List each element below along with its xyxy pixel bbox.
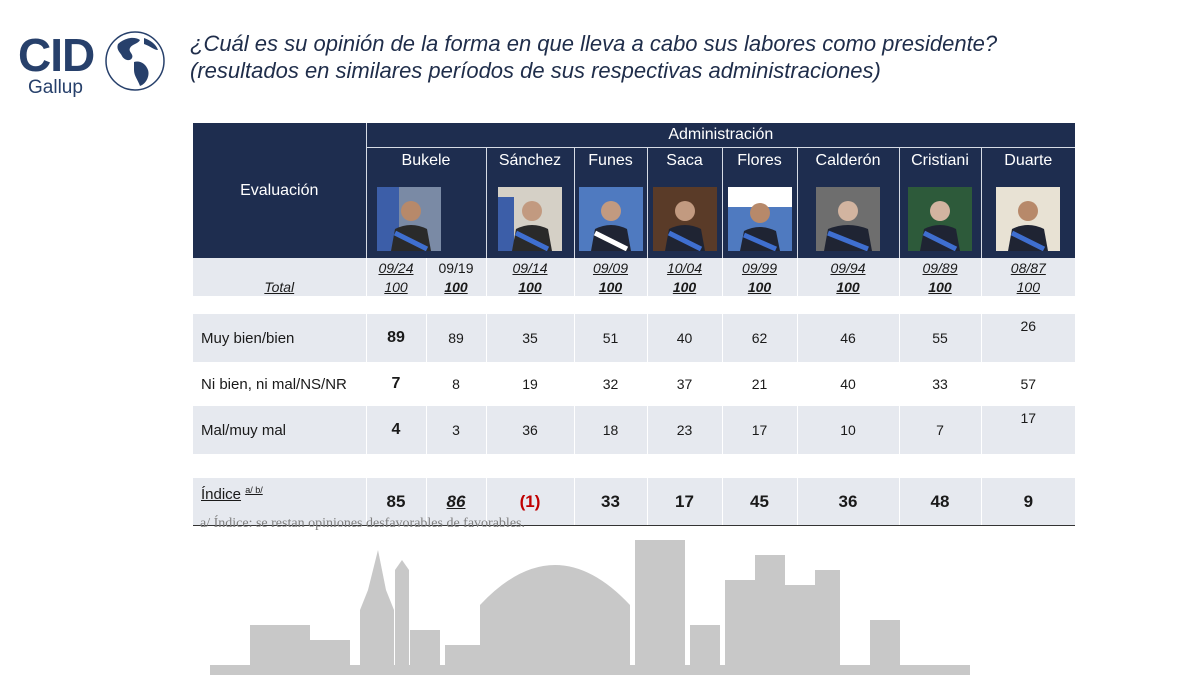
cell-value: 21: [722, 362, 797, 406]
total-label: Total: [193, 277, 366, 296]
cell-value: 7: [366, 362, 426, 406]
cell-value: 4: [366, 406, 426, 454]
total-value: 100: [722, 277, 797, 296]
row-label: Mal/muy mal: [193, 406, 366, 454]
cell-value: 40: [647, 314, 722, 362]
president-photo-cell: [797, 178, 899, 258]
president-photo: [908, 187, 972, 251]
cell-value: 8: [426, 362, 486, 406]
cell-value: 55: [899, 314, 981, 362]
row-label: Ni bien, ni mal/NS/NR: [193, 362, 366, 406]
globe-icon: [104, 30, 166, 92]
president-photo: [816, 187, 880, 251]
total-value: 100: [899, 277, 981, 296]
president-photo-cell: [486, 178, 574, 258]
city-skyline-illustration: [210, 530, 970, 675]
cell-value: 89: [366, 314, 426, 362]
cell-value: 32: [574, 362, 647, 406]
president-photo: [377, 187, 441, 251]
survey-date: 09/14: [486, 258, 574, 277]
index-label: Índice: [201, 486, 241, 503]
survey-date: 09/99: [722, 258, 797, 277]
president-photo-cell: [647, 178, 722, 258]
cid-gallup-logo: CID Gallup: [18, 30, 168, 100]
total-value: 100: [366, 277, 426, 296]
president-photo: [988, 187, 1068, 251]
logo-sub: Gallup: [28, 78, 83, 98]
cell-value: 89: [426, 314, 486, 362]
president-photo-cell: [574, 178, 647, 258]
index-value: 33: [574, 478, 647, 526]
survey-date: 09/89: [899, 258, 981, 277]
index-value: 45: [722, 478, 797, 526]
president-photo: [653, 187, 717, 251]
index-value: 9: [981, 478, 1075, 526]
president-photo: [579, 187, 643, 251]
total-value: 100: [797, 277, 899, 296]
president-name: Bukele: [366, 148, 486, 179]
cell-value: 3: [426, 406, 486, 454]
survey-date: 08/87: [981, 258, 1075, 277]
table-row: Muy bien/bien 89 89 35 51 40 62 46 55 26: [193, 314, 1075, 362]
survey-date: 09/19: [426, 258, 486, 277]
cell-value: 40: [797, 362, 899, 406]
table-row: Mal/muy mal 4 3 36 18 23 17 10 7 17: [193, 406, 1075, 454]
title-line-1: ¿Cuál es su opinión de la forma en que l…: [190, 30, 1090, 57]
cell-value: 23: [647, 406, 722, 454]
cell-value: 33: [899, 362, 981, 406]
total-value: 100: [574, 277, 647, 296]
cell-value: 17: [722, 406, 797, 454]
cell-value: 46: [797, 314, 899, 362]
president-name: Sánchez: [486, 148, 574, 179]
survey-date: 09/09: [574, 258, 647, 277]
president-name: Saca: [647, 148, 722, 179]
survey-date: 09/94: [797, 258, 899, 277]
cell-value: 51: [574, 314, 647, 362]
cell-value: 19: [486, 362, 574, 406]
table-row: Ni bien, ni mal/NS/NR 7 8 19 32 37 21 40…: [193, 362, 1075, 406]
cell-value: 36: [486, 406, 574, 454]
total-value: 100: [981, 277, 1075, 296]
president-photo-cell: [899, 178, 981, 258]
president-photo: [498, 187, 562, 251]
page-title: ¿Cuál es su opinión de la forma en que l…: [190, 30, 1090, 84]
title-line-2: (resultados en similares períodos de sus…: [190, 57, 1090, 84]
total-value: 100: [486, 277, 574, 296]
administration-header: Administración: [366, 123, 1075, 148]
index-value: 17: [647, 478, 722, 526]
index-footnote-ref: a/ b/: [245, 485, 263, 495]
row-label: Muy bien/bien: [193, 314, 366, 362]
footnote: a/ Índice: se restan opiniones desfavora…: [200, 516, 525, 532]
date-row-label: [193, 258, 366, 277]
cell-value: 18: [574, 406, 647, 454]
approval-table: Evaluación Administración Bukele Sánchez…: [193, 123, 1075, 526]
president-photo-cell: [366, 178, 486, 258]
cell-value: 37: [647, 362, 722, 406]
index-value: 36: [797, 478, 899, 526]
president-photo-cell: [722, 178, 797, 258]
president-name: Cristiani: [899, 148, 981, 179]
cell-value: 57: [981, 362, 1075, 406]
cell-value: 35: [486, 314, 574, 362]
president-name: Calderón: [797, 148, 899, 179]
survey-date: 09/24: [366, 258, 426, 277]
president-name: Duarte: [981, 148, 1075, 179]
president-photo: [728, 187, 792, 251]
total-value: 100: [426, 277, 486, 296]
cell-value: 62: [722, 314, 797, 362]
cell-value: 10: [797, 406, 899, 454]
president-name: Flores: [722, 148, 797, 179]
cell-value: 7: [899, 406, 981, 454]
evaluation-header: Evaluación: [193, 123, 366, 258]
index-value: 48: [899, 478, 981, 526]
president-photo-cell: [981, 178, 1075, 258]
president-name: Funes: [574, 148, 647, 179]
logo-brand: CID: [18, 30, 94, 80]
cell-value: 17: [981, 406, 1075, 454]
cell-value: 26: [981, 314, 1075, 362]
total-value: 100: [647, 277, 722, 296]
survey-date: 10/04: [647, 258, 722, 277]
